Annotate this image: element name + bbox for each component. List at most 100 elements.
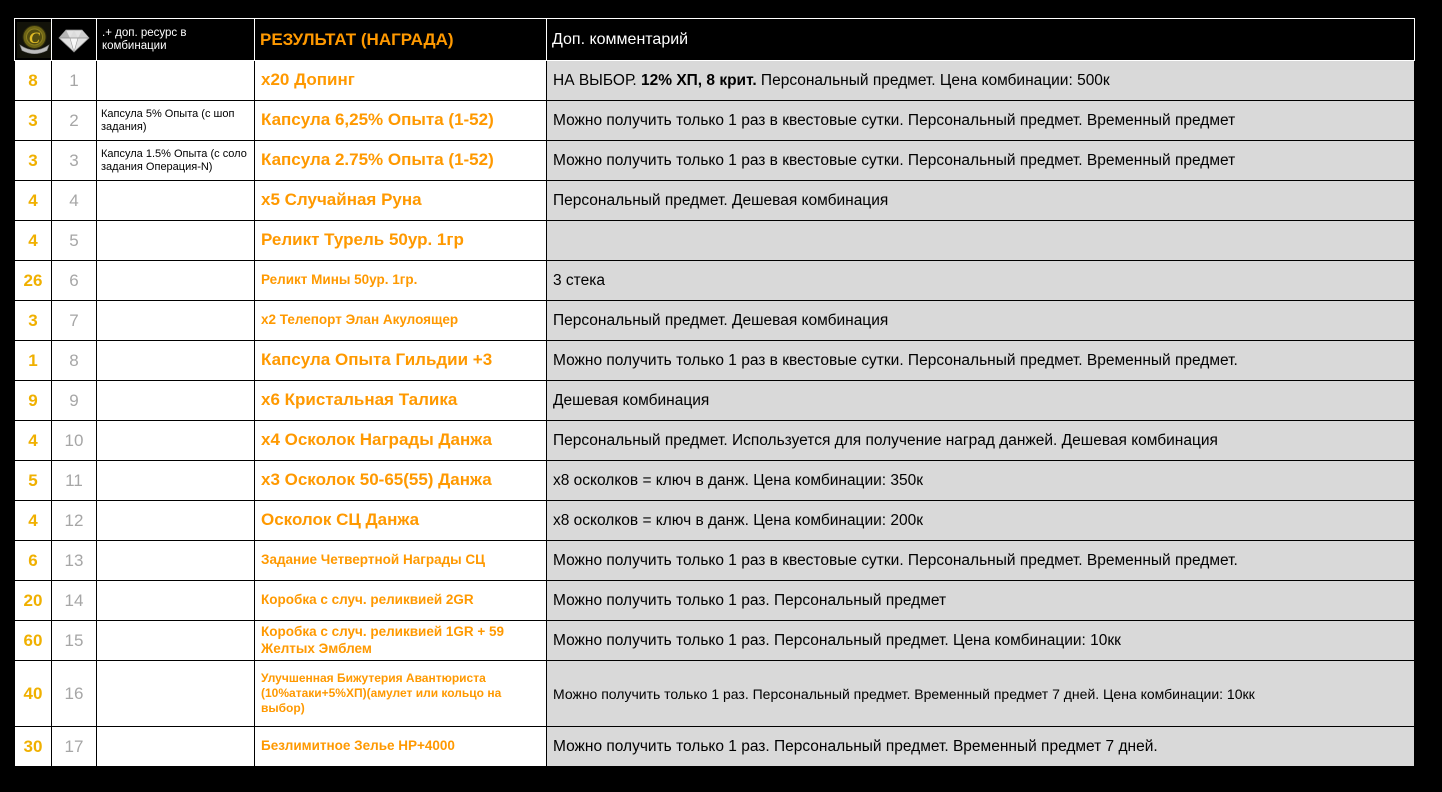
cell-quantity: 4 (14, 220, 52, 261)
header-diamond-cell (51, 18, 97, 61)
cell-quantity: 60 (14, 620, 52, 661)
table-row: 9 9 х6 Кристальная Талика Дешевая комбин… (14, 380, 1415, 421)
cell-comment: Можно получить только 1 раз. Персональны… (546, 620, 1415, 661)
table-row: 1 8 Капсула Опыта Гильдии +3 Можно получ… (14, 340, 1415, 381)
header-extra-resource: .+ доп. ресурс в комбинации (96, 18, 255, 61)
cell-reward: Безлимитное Зелье HP+4000 (254, 726, 547, 767)
cell-reward: Капсула Опыта Гильдии +3 (254, 340, 547, 381)
cell-reward: Коробка с случ. реликвией 2GR (254, 580, 547, 621)
cell-extra-resource (96, 620, 255, 661)
cell-extra-resource (96, 60, 255, 101)
cell-quantity: 4 (14, 180, 52, 221)
cell-row-number: 4 (51, 180, 97, 221)
table-row: 5 11 х3 Осколок 50-65(55) Данжа х8 оскол… (14, 460, 1415, 501)
diamond-icon (56, 23, 92, 56)
cell-comment: х8 осколков = ключ в данж. Цена комбинац… (546, 500, 1415, 541)
cell-extra-resource (96, 540, 255, 581)
svg-text:C: C (29, 30, 40, 47)
cell-quantity: 9 (14, 380, 52, 421)
header-result-label: РЕЗУЛЬТАТ (НАГРАДА) (260, 29, 454, 49)
cell-comment: Персональный предмет. Дешевая комбинация (546, 300, 1415, 341)
cell-quantity: 1 (14, 340, 52, 381)
cell-row-number: 5 (51, 220, 97, 261)
cell-comment (546, 220, 1415, 261)
cell-row-number: 13 (51, 540, 97, 581)
cell-extra-resource: Капсула 1.5% Опыта (с соло задания Опера… (96, 140, 255, 181)
table-row: 3 7 х2 Телепорт Элан Акулоящер Персональ… (14, 300, 1415, 341)
cell-extra-resource (96, 500, 255, 541)
cell-quantity: 3 (14, 300, 52, 341)
cell-reward: Коробка с случ. реликвией 1GR + 59 Желты… (254, 620, 547, 661)
cell-reward: Капсула 6,25% Опыта (1-52) (254, 100, 547, 141)
cell-comment: Можно получить только 1 раз в квестовые … (546, 540, 1415, 581)
cell-quantity: 20 (14, 580, 52, 621)
table-row: 4 12 Осколок СЦ Данжа х8 осколков = ключ… (14, 500, 1415, 541)
cell-extra-resource (96, 300, 255, 341)
cell-row-number: 6 (51, 260, 97, 301)
header-result: РЕЗУЛЬТАТ (НАГРАДА) (254, 18, 547, 61)
header-emblem-cell: C (14, 18, 52, 61)
cell-reward: х5 Случайная Руна (254, 180, 547, 221)
cell-comment: Персональный предмет. Используется для п… (546, 420, 1415, 461)
header-row: C (14, 18, 1415, 61)
cell-extra-resource (96, 726, 255, 767)
cell-comment: Можно получить только 1 раз. Персональны… (546, 580, 1415, 621)
cell-extra-resource (96, 260, 255, 301)
header-comment-label: Доп. комментарий (552, 30, 689, 48)
cell-reward: Осколок СЦ Данжа (254, 500, 547, 541)
table-row: 4 4 х5 Случайная Руна Персональный предм… (14, 180, 1415, 221)
cell-reward: х20 Допинг (254, 60, 547, 101)
table-row: 60 15 Коробка с случ. реликвией 1GR + 59… (14, 620, 1415, 661)
cell-row-number: 1 (51, 60, 97, 101)
cell-quantity: 3 (14, 100, 52, 141)
cell-reward: Задание Четвертной Награды СЦ (254, 540, 547, 581)
table-row: 3 3 Капсула 1.5% Опыта (с соло задания О… (14, 140, 1415, 181)
cell-row-number: 8 (51, 340, 97, 381)
cell-quantity: 5 (14, 460, 52, 501)
cell-reward: х2 Телепорт Элан Акулоящер (254, 300, 547, 341)
cell-extra-resource (96, 340, 255, 381)
cell-extra-resource: Капсула 5% Опыта (с шоп задания) (96, 100, 255, 141)
cell-extra-resource (96, 220, 255, 261)
cell-comment: Дешевая комбинация (546, 380, 1415, 421)
cell-reward: Улучшенная Бижутерия Авантюриста (10%ата… (254, 660, 547, 727)
cell-comment: НА ВЫБОР. 12% ХП, 8 крит. Персональный п… (546, 60, 1415, 101)
table-row: 6 13 Задание Четвертной Награды СЦ Можно… (14, 540, 1415, 581)
table-row: 8 1 х20 Допинг НА ВЫБОР. 12% ХП, 8 крит.… (14, 60, 1415, 101)
cell-reward: х6 Кристальная Талика (254, 380, 547, 421)
table-row: 3 2 Капсула 5% Опыта (с шоп задания) Кап… (14, 100, 1415, 141)
header-extra-resource-label: .+ доп. ресурс в комбинации (102, 26, 187, 52)
table-row: 26 6 Реликт Мины 50ур. 1гр. 3 стека (14, 260, 1415, 301)
table-row: 20 14 Коробка с случ. реликвией 2GR Можн… (14, 580, 1415, 621)
cell-quantity: 6 (14, 540, 52, 581)
cell-quantity: 3 (14, 140, 52, 181)
cell-comment: Персональный предмет. Дешевая комбинация (546, 180, 1415, 221)
rewards-table-container: C (14, 18, 1415, 767)
guild-emblem-icon: C (17, 21, 51, 58)
cell-extra-resource (96, 180, 255, 221)
table-row: 4 5 Реликт Турель 50ур. 1гр (14, 220, 1415, 261)
cell-reward: Реликт Мины 50ур. 1гр. (254, 260, 547, 301)
cell-row-number: 11 (51, 460, 97, 501)
cell-row-number: 12 (51, 500, 97, 541)
cell-comment: Можно получить только 1 раз. Персональны… (546, 726, 1415, 767)
cell-row-number: 2 (51, 100, 97, 141)
cell-row-number: 10 (51, 420, 97, 461)
cell-row-number: 15 (51, 620, 97, 661)
cell-extra-resource (96, 460, 255, 501)
cell-quantity: 30 (14, 726, 52, 767)
rewards-table: C (14, 18, 1415, 767)
header-comment: Доп. комментарий (546, 18, 1415, 61)
cell-row-number: 17 (51, 726, 97, 767)
cell-row-number: 3 (51, 140, 97, 181)
cell-comment: Можно получить только 1 раз. Персональны… (546, 660, 1415, 727)
cell-quantity: 26 (14, 260, 52, 301)
cell-comment: х8 осколков = ключ в данж. Цена комбинац… (546, 460, 1415, 501)
cell-comment: Можно получить только 1 раз в квестовые … (546, 140, 1415, 181)
cell-extra-resource (96, 420, 255, 461)
cell-quantity: 40 (14, 660, 52, 727)
cell-reward: х3 Осколок 50-65(55) Данжа (254, 460, 547, 501)
cell-reward: х4 Осколок Награды Данжа (254, 420, 547, 461)
cell-comment: 3 стека (546, 260, 1415, 301)
table-row: 30 17 Безлимитное Зелье HP+4000 Можно по… (14, 726, 1415, 767)
